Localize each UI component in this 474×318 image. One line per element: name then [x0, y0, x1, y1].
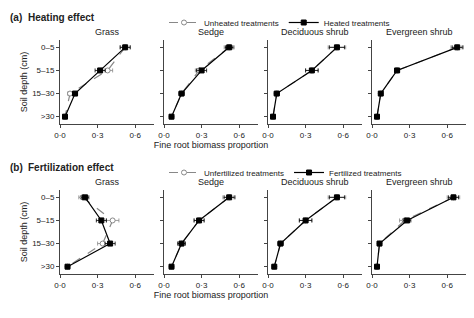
svg-text:0·0: 0·0: [262, 131, 274, 140]
svg-text:0·6: 0·6: [129, 281, 141, 290]
svg-text:>30: >30: [41, 112, 55, 121]
svg-text:Fertilization effect: Fertilization effect: [28, 162, 114, 173]
svg-text:0·6: 0·6: [233, 131, 245, 140]
svg-text:0·6: 0·6: [233, 281, 245, 290]
svg-text:0·3: 0·3: [196, 281, 208, 290]
svg-text:0·6: 0·6: [129, 131, 141, 140]
svg-text:0·0: 0·0: [158, 281, 170, 290]
svg-text:0·6: 0·6: [441, 131, 453, 140]
svg-text:Deciduous shrub: Deciduous shrub: [281, 27, 349, 37]
svg-text:5–15: 5–15: [37, 66, 55, 75]
svg-text:Fine root biomass proportion: Fine root biomass proportion: [154, 290, 269, 300]
svg-text:0·6: 0·6: [441, 281, 453, 290]
svg-text:Heating effect: Heating effect: [28, 12, 95, 23]
svg-text:0·3: 0·3: [404, 131, 416, 140]
svg-text:Sedge: Sedge: [198, 27, 224, 37]
svg-text:0–5: 0–5: [41, 193, 55, 202]
svg-text:Fertilized treatments: Fertilized treatments: [329, 169, 401, 178]
svg-text:0·0: 0·0: [366, 131, 378, 140]
svg-text:Fine root biomass proportion: Fine root biomass proportion: [154, 140, 269, 150]
svg-text:0·6: 0·6: [337, 281, 349, 290]
svg-text:Soil depth (cm): Soil depth (cm): [19, 202, 29, 263]
svg-text:15–30: 15–30: [32, 89, 55, 98]
svg-text:0·0: 0·0: [54, 281, 66, 290]
svg-text:Grass: Grass: [95, 27, 120, 37]
svg-text:>30: >30: [41, 262, 55, 271]
svg-text:Unfertilized treatments: Unfertilized treatments: [204, 169, 284, 178]
svg-text:0–5: 0–5: [41, 43, 55, 52]
svg-text:Unheated treatments: Unheated treatments: [204, 19, 279, 28]
svg-text:0·6: 0·6: [337, 131, 349, 140]
svg-text:5–15: 5–15: [37, 216, 55, 225]
svg-text:Heated treatments: Heated treatments: [324, 19, 390, 28]
svg-text:Grass: Grass: [95, 177, 120, 187]
svg-text:0·0: 0·0: [262, 281, 274, 290]
svg-text:Sedge: Sedge: [198, 177, 224, 187]
svg-text:(a): (a): [10, 12, 22, 23]
svg-text:0·3: 0·3: [404, 281, 416, 290]
svg-text:0·3: 0·3: [92, 281, 104, 290]
svg-text:(b): (b): [10, 162, 23, 173]
svg-text:0·3: 0·3: [300, 131, 312, 140]
svg-text:Evergreen shrub: Evergreen shrub: [386, 27, 453, 37]
svg-text:0·0: 0·0: [158, 131, 170, 140]
svg-text:0·3: 0·3: [300, 281, 312, 290]
svg-text:0·3: 0·3: [92, 131, 104, 140]
svg-text:0·0: 0·0: [366, 281, 378, 290]
svg-text:Soil depth (cm): Soil depth (cm): [19, 52, 29, 113]
svg-text:Evergreen shrub: Evergreen shrub: [386, 177, 453, 187]
svg-text:0·0: 0·0: [54, 131, 66, 140]
svg-text:0·3: 0·3: [196, 131, 208, 140]
svg-text:Deciduous shrub: Deciduous shrub: [281, 177, 349, 187]
svg-text:15–30: 15–30: [32, 239, 55, 248]
